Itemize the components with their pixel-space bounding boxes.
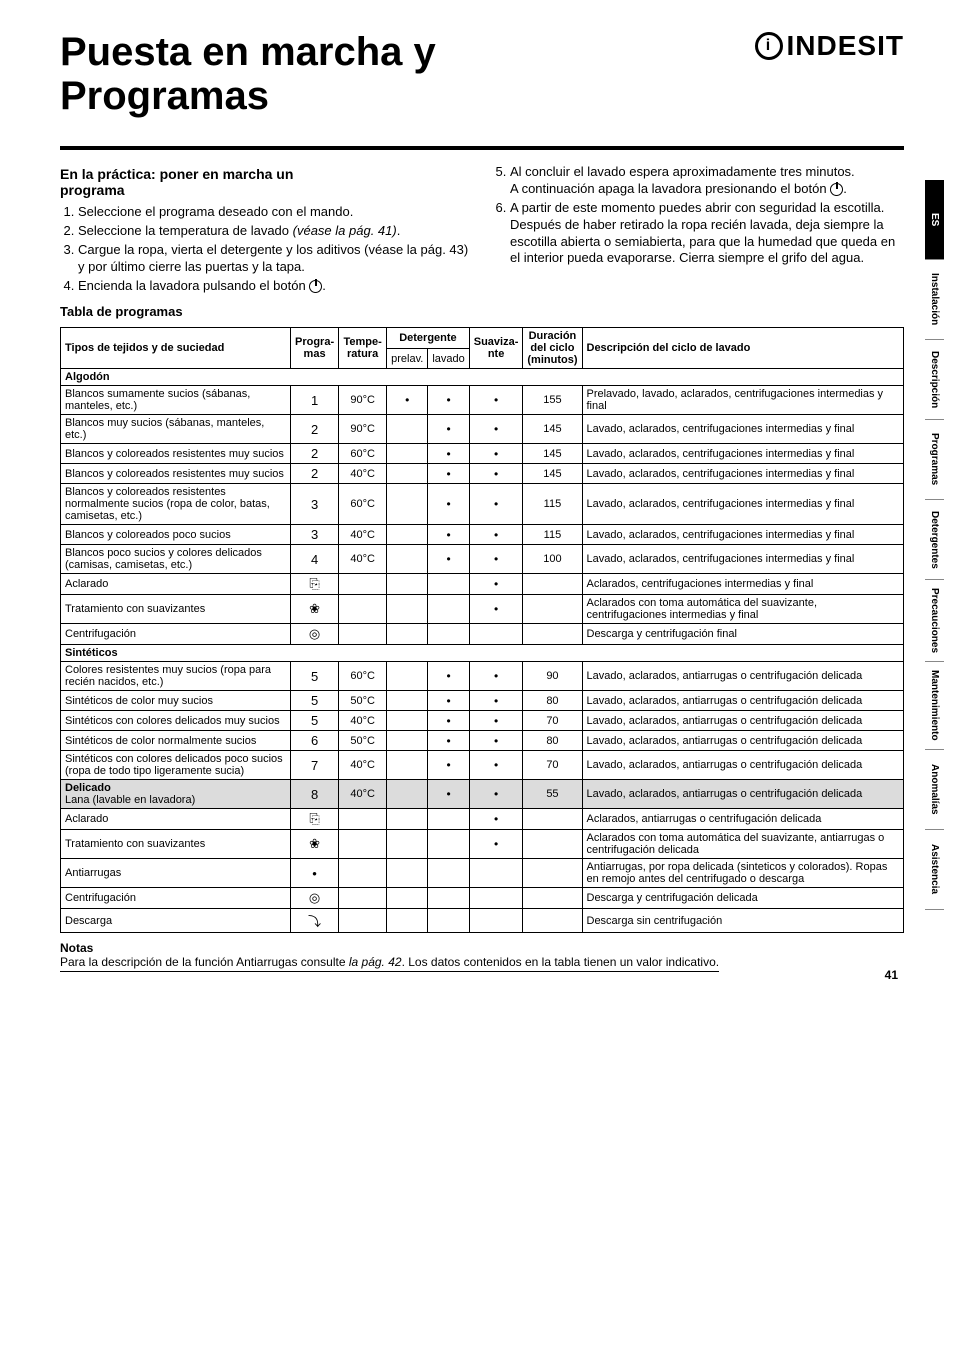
tab-descripcion[interactable]: Descripción xyxy=(925,340,944,420)
step-6: A partir de este momento puedes abrir co… xyxy=(510,200,904,268)
practice-steps-cont: Al concluir el lavado espera aproximadam… xyxy=(492,164,904,267)
table-title: Tabla de programas xyxy=(60,304,472,319)
table-row: Aclarado⎘•Aclarados, centrifugaciones in… xyxy=(61,574,904,595)
col-temp: Tempe-ratura xyxy=(339,328,387,369)
table-row: Tratamiento con suavizantes❀•Aclarados c… xyxy=(61,595,904,624)
tab-programas[interactable]: Programas xyxy=(925,420,944,500)
power-icon xyxy=(309,280,322,293)
step-3: Cargue la ropa, vierta el detergente y l… xyxy=(78,242,472,276)
notes-body: Para la descripción de la función Antiar… xyxy=(60,955,904,972)
table-row: Blancos y coloreados resistentes muy suc… xyxy=(61,444,904,464)
practice-steps: Seleccione el programa deseado con el ma… xyxy=(60,204,472,294)
table-row: Sintéticos con colores delicados muy suc… xyxy=(61,711,904,731)
col-program: Progra-mas xyxy=(291,328,339,369)
table-row: Descarga⤵Descarga sin centrifugación xyxy=(61,909,904,933)
page-number: 41 xyxy=(885,968,898,982)
table-row: Colores resistentes muy sucios (ropa par… xyxy=(61,662,904,691)
table-row: Blancos muy sucios (sábanas, manteles, e… xyxy=(61,415,904,444)
brand-logo: i INDESIT xyxy=(755,30,904,62)
tab-mantenimiento[interactable]: Mantenimiento xyxy=(925,662,944,750)
step-1: Seleccione el programa deseado con el ma… xyxy=(78,204,472,221)
table-row: Aclarado⎘•Aclarados, antiarrugas o centr… xyxy=(61,809,904,830)
table-row: DelicadoLana (lavable en lavadora)840°C•… xyxy=(61,780,904,809)
table-row: Sintéticos de color normalmente sucios65… xyxy=(61,731,904,751)
brand-text: INDESIT xyxy=(787,30,904,62)
side-tabs: ES Instalación Descripción Programas Det… xyxy=(925,180,944,910)
tab-detergentes[interactable]: Detergentes xyxy=(925,500,944,580)
title-line2: Programas xyxy=(60,74,269,118)
page-title: Puesta en marcha y Programas xyxy=(60,30,436,118)
left-column: En la práctica: poner en marcha un progr… xyxy=(60,160,472,327)
col-prewash: prelav. xyxy=(387,348,428,369)
table-row: Tratamiento con suavizantes❀•Aclarados c… xyxy=(61,830,904,859)
tab-es[interactable]: ES xyxy=(925,180,944,260)
table-row: Centrifugación◎Descarga y centrifugación… xyxy=(61,624,904,645)
col-wash: lavado xyxy=(428,348,469,369)
notes-title: Notas xyxy=(60,941,904,955)
brand-icon: i xyxy=(755,32,783,60)
table-row: Sintéticos con colores delicados poco su… xyxy=(61,751,904,780)
right-column: Al concluir el lavado espera aproximadam… xyxy=(492,160,904,327)
section-header: Sintéticos xyxy=(61,645,904,662)
tab-precauciones[interactable]: Precauciones xyxy=(925,580,944,662)
col-softener: Suaviza-nte xyxy=(469,328,523,369)
practice-heading: En la práctica: poner en marcha un progr… xyxy=(60,166,472,198)
table-row: Antiarrugas•Antiarrugas, por ropa delica… xyxy=(61,859,904,888)
step-4: Encienda la lavadora pulsando el botón . xyxy=(78,278,472,295)
col-fabric: Tipos de tejidos y de suciedad xyxy=(61,328,291,369)
table-row: Blancos poco sucios y colores delicados … xyxy=(61,545,904,574)
table-row: Blancos y coloreados resistentes muy suc… xyxy=(61,464,904,484)
table-row: Blancos y coloreados resistentes normalm… xyxy=(61,484,904,525)
table-row: Blancos sumamente sucios (sábanas, mante… xyxy=(61,386,904,415)
tab-instalacion[interactable]: Instalación xyxy=(925,260,944,340)
table-row: Centrifugación◎Descarga y centrifugación… xyxy=(61,888,904,909)
divider xyxy=(60,146,904,150)
table-row: Sintéticos de color muy sucios550°C••80L… xyxy=(61,691,904,711)
col-cycle-desc: Descripción del ciclo de lavado xyxy=(582,328,904,369)
programs-table: Tipos de tejidos y de suciedad Progra-ma… xyxy=(60,327,904,933)
step-2: Seleccione la temperatura de lavado (véa… xyxy=(78,223,472,240)
title-line1: Puesta en marcha y xyxy=(60,30,436,74)
tab-asistencia[interactable]: Asistencia xyxy=(925,830,944,910)
col-duration: Duracióndel ciclo(minutos) xyxy=(523,328,582,369)
step-5: Al concluir el lavado espera aproximadam… xyxy=(510,164,904,198)
tab-anomalias[interactable]: Anomalías xyxy=(925,750,944,830)
col-detergent: Detergente xyxy=(387,328,470,349)
power-icon xyxy=(830,183,843,196)
table-row: Blancos y coloreados poco sucios340°C••1… xyxy=(61,525,904,545)
section-header: Algodón xyxy=(61,369,904,386)
